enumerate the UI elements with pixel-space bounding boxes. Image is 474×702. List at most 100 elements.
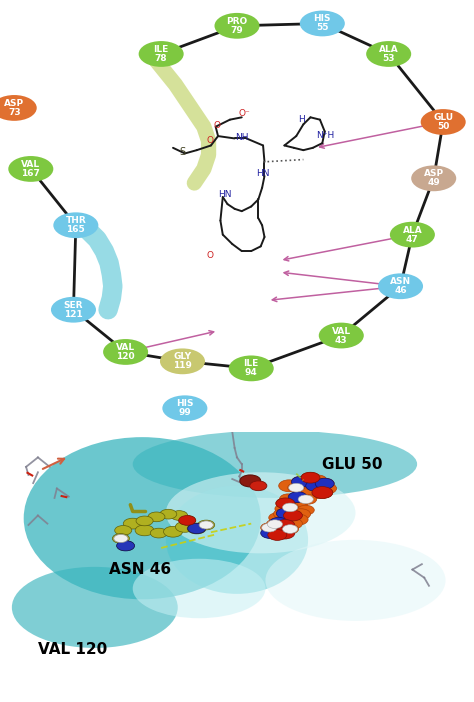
Circle shape xyxy=(199,521,213,529)
Circle shape xyxy=(277,520,294,530)
Circle shape xyxy=(123,518,142,529)
Circle shape xyxy=(273,509,291,519)
Ellipse shape xyxy=(366,41,411,67)
Text: HIS
99: HIS 99 xyxy=(176,399,193,417)
Circle shape xyxy=(171,510,188,520)
Circle shape xyxy=(150,528,167,538)
Circle shape xyxy=(306,480,325,491)
Circle shape xyxy=(269,517,288,528)
Circle shape xyxy=(117,541,134,550)
Circle shape xyxy=(250,481,267,491)
Text: VAL
120: VAL 120 xyxy=(116,343,135,361)
Ellipse shape xyxy=(162,395,207,421)
Ellipse shape xyxy=(319,323,364,348)
Circle shape xyxy=(198,520,215,530)
Circle shape xyxy=(289,492,306,502)
Circle shape xyxy=(114,534,128,543)
Circle shape xyxy=(164,526,182,537)
Ellipse shape xyxy=(166,472,356,553)
Circle shape xyxy=(179,515,196,525)
Text: HIS
55: HIS 55 xyxy=(314,15,331,32)
Ellipse shape xyxy=(214,13,259,39)
Text: O⁻: O⁻ xyxy=(238,109,250,118)
Circle shape xyxy=(268,529,287,541)
Ellipse shape xyxy=(9,156,53,182)
Text: N⁺H: N⁺H xyxy=(316,131,334,140)
Text: ALA
47: ALA 47 xyxy=(402,225,422,244)
Circle shape xyxy=(261,523,278,533)
Text: ASN
46: ASN 46 xyxy=(390,277,411,296)
Ellipse shape xyxy=(133,559,265,618)
Circle shape xyxy=(308,475,327,486)
Circle shape xyxy=(135,525,154,536)
Ellipse shape xyxy=(139,41,184,67)
Ellipse shape xyxy=(0,95,36,121)
Text: GLY
119: GLY 119 xyxy=(173,352,192,371)
Circle shape xyxy=(276,498,295,509)
Circle shape xyxy=(266,519,283,529)
Circle shape xyxy=(175,522,194,532)
Circle shape xyxy=(269,530,286,540)
Ellipse shape xyxy=(411,166,456,191)
Ellipse shape xyxy=(228,355,274,381)
Text: ILE
78: ILE 78 xyxy=(154,45,169,63)
Circle shape xyxy=(117,541,135,551)
Text: HN: HN xyxy=(219,190,232,199)
Text: PRO
79: PRO 79 xyxy=(227,17,247,35)
Circle shape xyxy=(292,477,310,487)
Ellipse shape xyxy=(421,109,465,135)
Circle shape xyxy=(240,475,261,487)
Text: GLU 50: GLU 50 xyxy=(322,457,383,472)
Text: VAL 120: VAL 120 xyxy=(38,642,107,657)
Text: O: O xyxy=(214,121,220,130)
Circle shape xyxy=(275,528,294,538)
Circle shape xyxy=(312,486,333,498)
Circle shape xyxy=(160,509,177,519)
Circle shape xyxy=(262,524,277,532)
Ellipse shape xyxy=(133,430,417,498)
Circle shape xyxy=(276,498,295,509)
Circle shape xyxy=(288,491,307,503)
Ellipse shape xyxy=(378,273,423,299)
Circle shape xyxy=(112,534,129,543)
Text: ASN 46: ASN 46 xyxy=(109,562,171,577)
Circle shape xyxy=(283,518,302,529)
Ellipse shape xyxy=(390,222,435,248)
Ellipse shape xyxy=(12,567,178,648)
Text: HN: HN xyxy=(256,169,270,178)
Circle shape xyxy=(301,472,320,483)
Circle shape xyxy=(136,516,153,526)
Circle shape xyxy=(289,514,308,525)
Text: ILE
94: ILE 94 xyxy=(244,359,259,378)
Circle shape xyxy=(284,510,301,520)
Circle shape xyxy=(283,524,298,534)
Circle shape xyxy=(276,508,295,519)
Circle shape xyxy=(292,477,310,487)
Circle shape xyxy=(277,508,294,518)
Circle shape xyxy=(283,503,298,512)
Circle shape xyxy=(282,503,299,512)
Text: GLU
50: GLU 50 xyxy=(433,113,453,131)
Circle shape xyxy=(179,515,196,525)
Text: ALA
53: ALA 53 xyxy=(379,45,399,63)
Circle shape xyxy=(307,489,324,498)
Circle shape xyxy=(282,524,299,534)
Circle shape xyxy=(297,505,314,515)
Circle shape xyxy=(270,518,287,528)
Circle shape xyxy=(301,472,320,483)
Circle shape xyxy=(115,526,132,535)
Circle shape xyxy=(315,478,334,489)
Circle shape xyxy=(296,483,315,494)
Text: THR
165: THR 165 xyxy=(65,216,86,234)
Circle shape xyxy=(300,494,317,504)
Circle shape xyxy=(315,478,334,489)
Text: VAL
167: VAL 167 xyxy=(21,160,40,178)
Circle shape xyxy=(312,486,333,498)
Circle shape xyxy=(298,495,313,503)
Circle shape xyxy=(262,528,279,538)
Circle shape xyxy=(289,484,304,492)
Text: ASP
49: ASP 49 xyxy=(424,169,444,187)
Ellipse shape xyxy=(300,11,345,37)
Text: O: O xyxy=(206,136,213,145)
Circle shape xyxy=(288,483,305,493)
